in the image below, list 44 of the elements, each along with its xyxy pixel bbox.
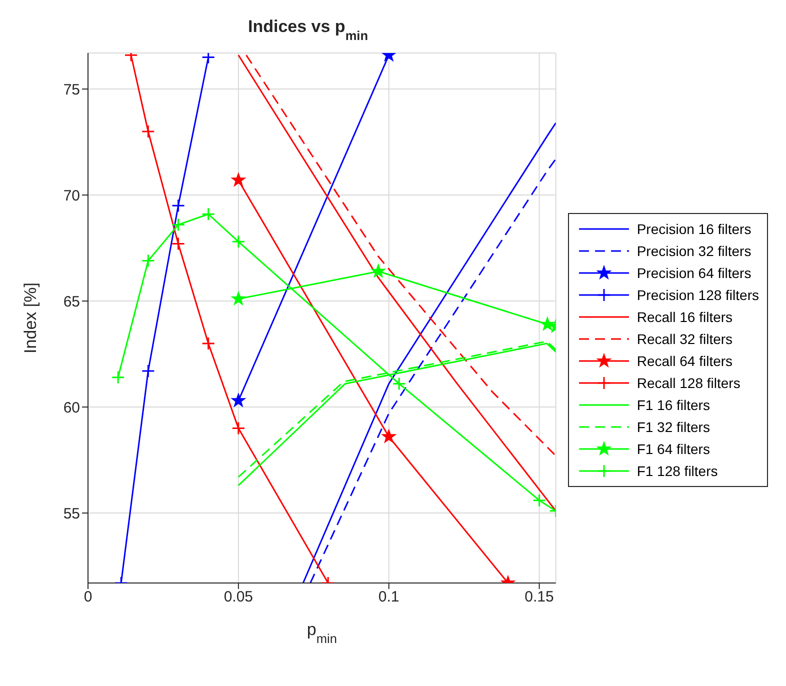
y-tick-label: 70 <box>63 187 80 204</box>
legend-label: Recall 16 filters <box>636 309 733 325</box>
chart-title: Indices vs p$_{min}$ <box>248 17 368 42</box>
y-tick-label: 60 <box>63 399 80 416</box>
legend-label: Precision 128 filters <box>636 287 759 303</box>
legend-label: Recall 32 filters <box>636 331 733 347</box>
point <box>532 494 546 508</box>
point <box>202 53 216 64</box>
point <box>202 336 216 350</box>
point <box>371 264 386 278</box>
point <box>111 370 125 384</box>
point <box>202 207 216 221</box>
legend-label: F1 32 filters <box>636 419 710 435</box>
legend-label: F1 16 filters <box>636 397 710 413</box>
point <box>231 172 246 186</box>
x-tick-label: 0.05 <box>224 588 254 606</box>
y-tick-label: 55 <box>63 505 80 522</box>
point <box>231 292 246 305</box>
point <box>382 429 396 443</box>
legend-label: F1 128 filters <box>636 463 718 479</box>
point <box>141 124 155 138</box>
y-axis-title: Index [%] <box>21 282 40 354</box>
legend-label: Recall 64 filters <box>636 353 733 369</box>
x-axis-title: p$_{min}$ <box>306 620 337 646</box>
legend-label: Precision 16 filters <box>636 221 752 237</box>
point <box>540 316 554 330</box>
point <box>232 421 246 435</box>
point <box>141 254 155 268</box>
point <box>172 237 186 251</box>
x-tick-label: 0 <box>84 588 92 606</box>
legend-label: Recall 128 filters <box>636 375 740 391</box>
y-tick-label: 75 <box>63 81 80 98</box>
y-tick-label: 65 <box>63 293 80 310</box>
point <box>392 376 406 390</box>
point <box>141 364 155 378</box>
legend-label: F1 64 filters <box>636 441 710 457</box>
x-tick-label: 0.1 <box>378 588 400 606</box>
point <box>172 218 186 232</box>
x-tick-label: 0.15 <box>524 588 554 606</box>
legend-label: Precision 32 filters <box>636 243 752 259</box>
point <box>172 198 186 212</box>
point <box>232 234 246 248</box>
point <box>231 393 246 407</box>
legend-label: Precision 64 filters <box>636 265 752 281</box>
